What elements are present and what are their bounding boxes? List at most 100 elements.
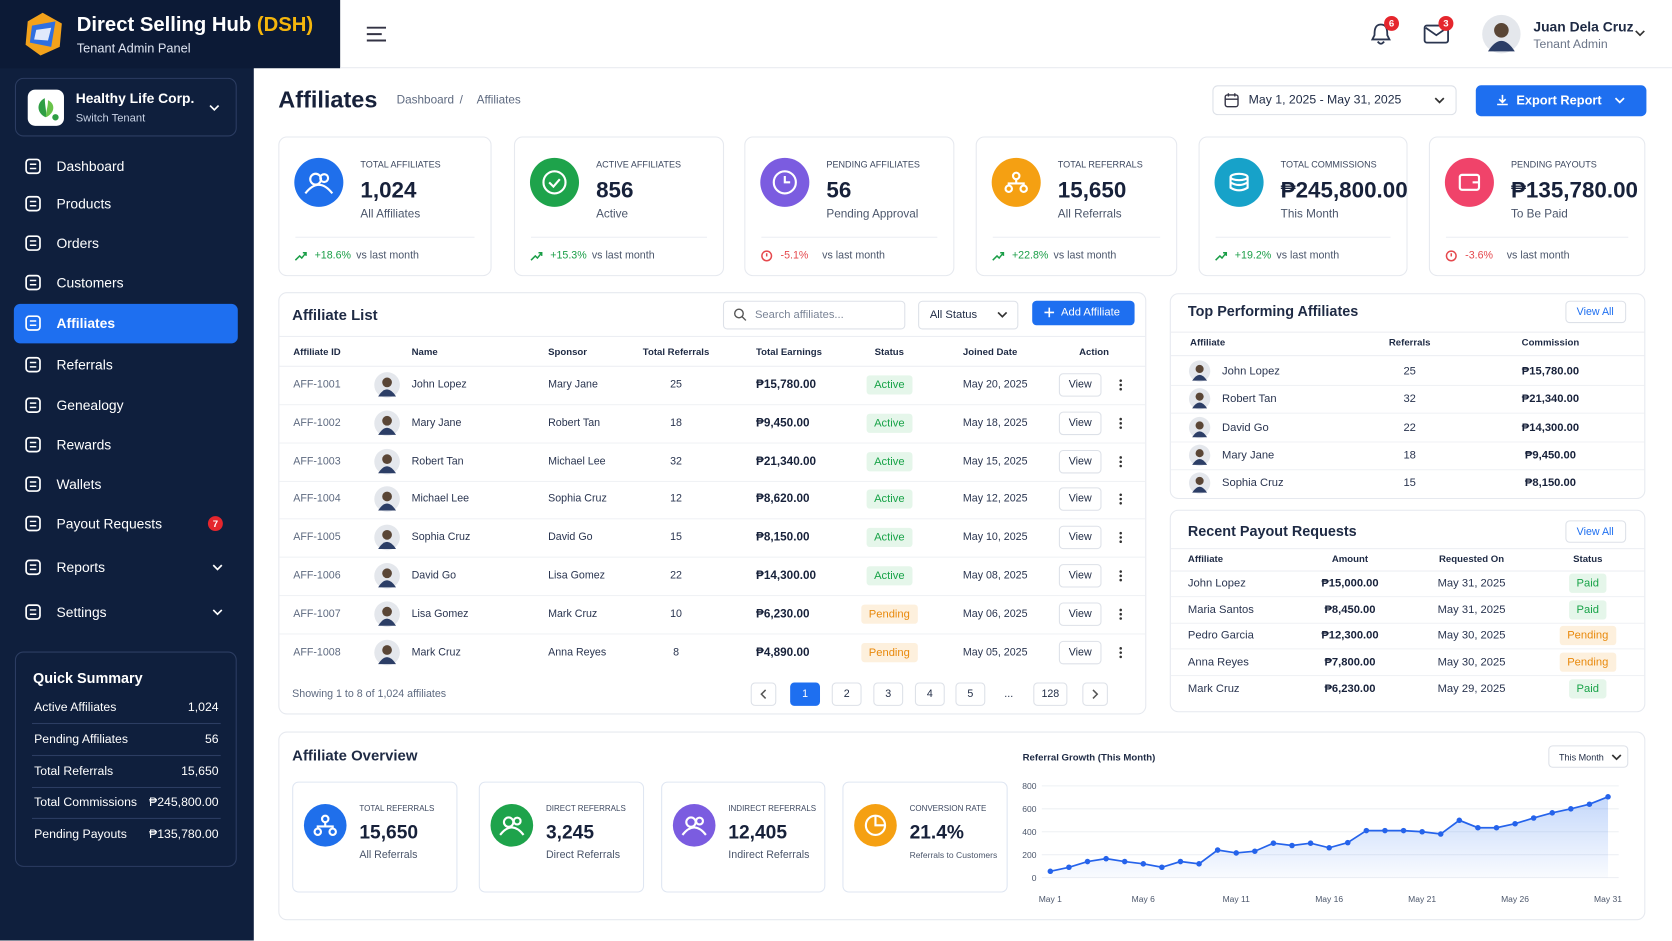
cell-amount: ₱6,230.00: [1324, 682, 1376, 696]
icon-shape: [378, 542, 397, 550]
nav-item[interactable]: [14, 428, 238, 463]
cell-name: Mark Cruz: [1187, 682, 1240, 696]
tenant-leaf: [38, 98, 59, 121]
icon-shape: [38, 98, 47, 118]
view-button[interactable]: [1058, 564, 1102, 588]
icon-shape: [1225, 93, 1239, 100]
icon-shape: [1119, 379, 1122, 382]
sidebar: [0, 0, 254, 941]
page-button[interactable]: [831, 682, 862, 706]
date-range[interactable]: [1212, 85, 1457, 116]
prev-page[interactable]: [750, 682, 777, 706]
nav-icon: [25, 476, 41, 492]
stat-icon-glyph: [304, 172, 334, 195]
nav-item[interactable]: [14, 187, 238, 222]
page-button[interactable]: [914, 682, 945, 706]
cell-referrals: 32: [1403, 392, 1416, 406]
stat-sub: All Affiliates: [360, 207, 421, 221]
icon-shape: [1119, 460, 1122, 463]
summary-value: 1,024: [187, 701, 219, 715]
icon-shape: [25, 195, 41, 212]
row-divider: [1170, 469, 1645, 471]
icon-shape: [304, 183, 334, 195]
nav-item[interactable]: [14, 149, 238, 184]
icon-shape: [874, 815, 886, 827]
stat-label: TOTAL AFFILIATES: [360, 158, 441, 170]
download-icon: [1497, 94, 1508, 106]
page-number: 2: [843, 688, 850, 701]
tenant-switcher[interactable]: [14, 77, 237, 137]
cell-name: Sophia Cruz: [1222, 476, 1284, 490]
nav-item[interactable]: [14, 266, 238, 301]
search-box[interactable]: [722, 300, 906, 330]
cell-joined: May 15, 2025: [962, 455, 1028, 468]
status-badge: Pending: [861, 604, 918, 624]
overview-card: [278, 731, 1646, 921]
tenant-action: Switch Tenant: [75, 111, 146, 125]
status-filter[interactable]: [918, 300, 1019, 330]
stat-value: 56: [826, 178, 852, 203]
view-all-button[interactable]: [1565, 520, 1627, 543]
cell-earnings: ₱9,450.00: [756, 416, 810, 430]
icon-shape: [294, 251, 307, 261]
trend-icon: [761, 250, 773, 262]
column-header: Sponsor: [548, 346, 588, 358]
cell-commission: ₱14,300.00: [1521, 420, 1580, 434]
more-menu: [1119, 646, 1122, 658]
icon-shape: [1192, 486, 1208, 493]
view-button[interactable]: [1058, 640, 1102, 664]
cell-sponsor: Mary Jane: [548, 379, 598, 391]
nav-badge: 7: [212, 518, 219, 529]
icon-shape: [45, 100, 54, 118]
nav-icon: [25, 158, 41, 175]
cell-sponsor: Mark Cruz: [548, 608, 598, 620]
avatar: [374, 639, 400, 665]
chevron: [1635, 30, 1645, 37]
icon-shape: [1195, 449, 1204, 458]
chart-filter[interactable]: [1548, 745, 1629, 768]
view-button[interactable]: [1058, 449, 1102, 474]
icon-shape: [1119, 650, 1122, 654]
brand-subtitle: Tenant Admin Panel: [76, 40, 191, 56]
cell-commission: ₱21,340.00: [1521, 392, 1580, 406]
icon-shape: [681, 816, 707, 836]
icon-shape: [1192, 430, 1208, 437]
nav-active[interactable]: [13, 303, 238, 344]
page-number: ...: [1004, 688, 1014, 701]
nav-item[interactable]: [14, 348, 238, 383]
view-button[interactable]: [1058, 602, 1102, 626]
nav-item[interactable]: [14, 467, 238, 502]
affiliate-list-card: [278, 292, 1147, 715]
row-divider: [279, 335, 1146, 337]
view-button[interactable]: [1058, 373, 1102, 397]
icon-shape: [366, 26, 387, 42]
trend-icon: [294, 251, 307, 261]
view-button[interactable]: [1058, 525, 1102, 550]
view-all-button[interactable]: [1565, 300, 1627, 324]
overview-label: TOTAL REFERRALS: [359, 803, 435, 814]
nav-item[interactable]: [14, 226, 238, 261]
card-title: Affiliate Overview: [292, 746, 418, 764]
status-badge: Paid: [1569, 600, 1607, 620]
icon-shape: [1119, 532, 1122, 535]
icon-shape: [1494, 22, 1509, 38]
view-button[interactable]: [1058, 411, 1102, 435]
nav-label: Rewards: [56, 436, 112, 453]
nav-item[interactable]: [14, 595, 238, 630]
nav-item[interactable]: [14, 550, 238, 585]
next-page[interactable]: [1082, 682, 1108, 706]
view-button[interactable]: [1058, 487, 1102, 512]
row-divider: [1170, 384, 1645, 387]
cell-name: Anna Reyes: [1187, 655, 1249, 669]
summary-label: Active Affiliates: [34, 701, 117, 715]
nav-label: Products: [56, 195, 112, 212]
avatar: [1188, 472, 1211, 494]
page-button[interactable]: [955, 682, 986, 706]
page-button[interactable]: [790, 682, 821, 706]
cell-joined: May 10, 2025: [962, 531, 1028, 544]
row-divider: [279, 442, 1146, 444]
page-button[interactable]: [873, 682, 904, 706]
page-button[interactable]: [1033, 682, 1068, 706]
icon-shape: [1192, 402, 1208, 409]
nav-item[interactable]: [14, 388, 238, 423]
